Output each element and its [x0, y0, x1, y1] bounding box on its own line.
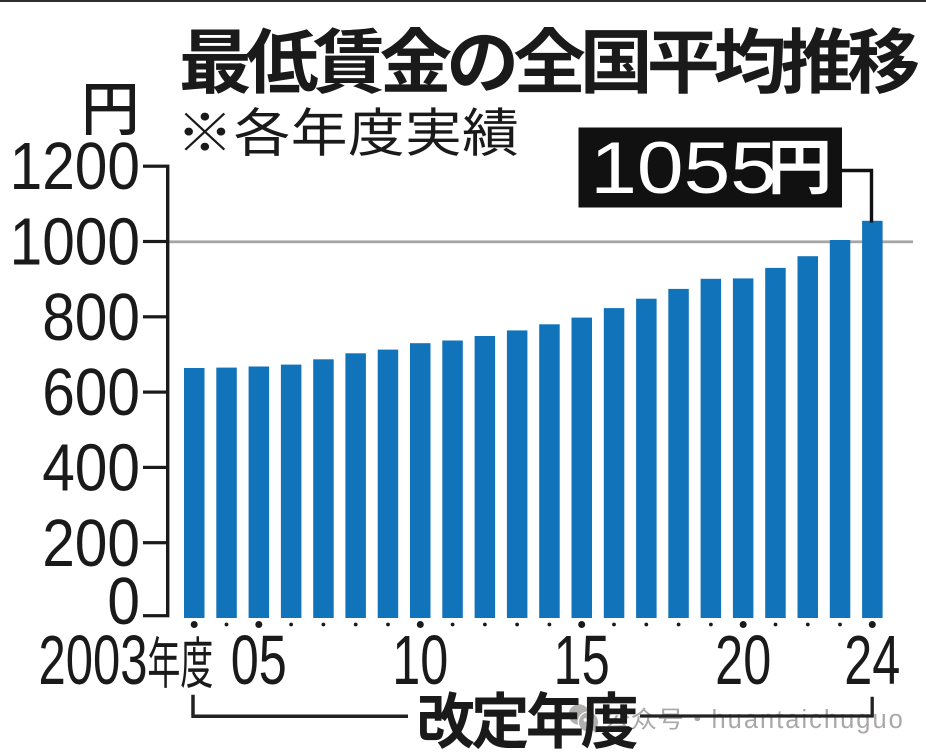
- svg-text:200: 200: [42, 506, 140, 581]
- svg-text:800: 800: [42, 280, 140, 355]
- svg-text:2003: 2003: [39, 620, 148, 699]
- svg-text:0: 0: [107, 564, 140, 639]
- svg-text:20: 20: [715, 621, 771, 699]
- svg-text:1055: 1055: [590, 127, 777, 209]
- svg-text:15: 15: [554, 621, 610, 699]
- svg-text:10: 10: [392, 621, 448, 699]
- svg-text:600: 600: [42, 356, 140, 431]
- svg-text:05: 05: [231, 621, 287, 699]
- svg-text:400: 400: [42, 431, 140, 506]
- svg-text:24: 24: [844, 621, 900, 699]
- svg-text:1000: 1000: [10, 205, 140, 280]
- svg-text:1200: 1200: [10, 130, 140, 205]
- svg-text:huantaichuguo: huantaichuguo: [712, 706, 905, 734]
